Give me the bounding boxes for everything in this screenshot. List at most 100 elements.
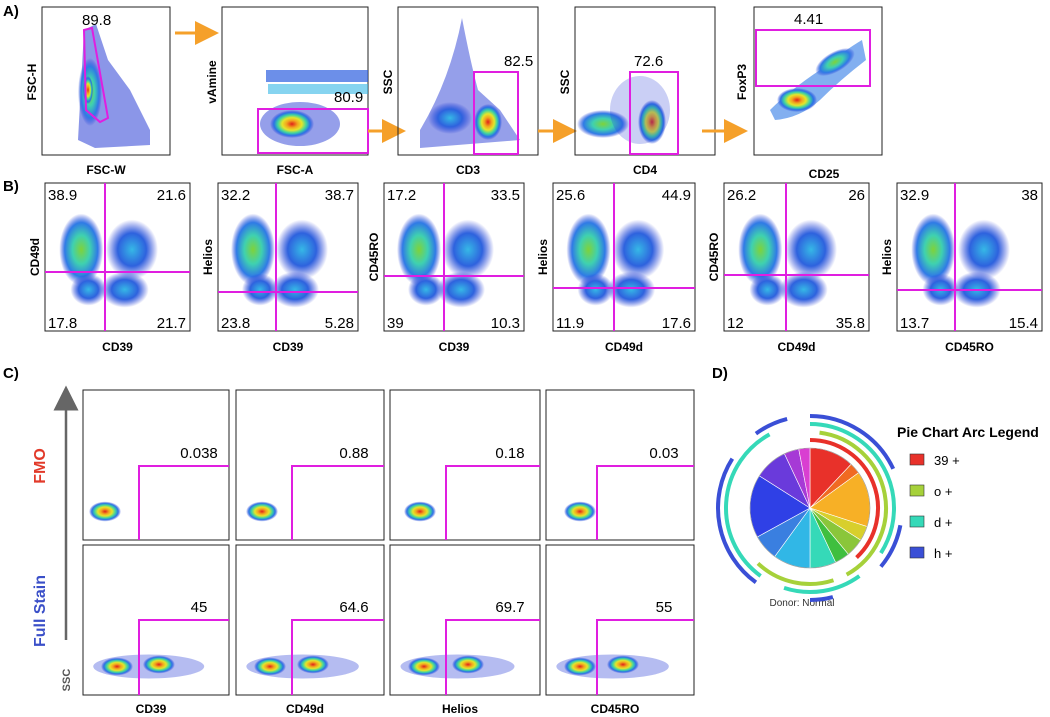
x-axis-label: CD45RO [945, 340, 994, 354]
positive-gate [291, 465, 384, 540]
y-axis-label: Helios [880, 239, 894, 275]
legend-item: 39 + [909, 453, 960, 468]
density-cluster [577, 273, 614, 306]
plot-cd3-vs-ssc: 82.5 CD3 SSC [381, 6, 539, 177]
pie-arc [809, 595, 834, 602]
quadrant-plot: 32.9 38 13.7 15.4 CD45RO Helios [880, 182, 1043, 354]
density-cluster [437, 271, 485, 308]
legend-label: h + [934, 546, 952, 561]
y-axis-label: FoxP3 [735, 64, 749, 100]
density-cluster [785, 219, 837, 280]
legend-swatch [909, 515, 925, 528]
density-cluster [606, 655, 639, 674]
density-cluster [271, 271, 319, 308]
quadrant-plot: 32.2 38.7 23.8 5.28 CD39 Helios [201, 182, 359, 354]
legend-item: o + [909, 484, 952, 499]
quadrant-lower-left-value: 12 [727, 315, 744, 332]
pie-arc [809, 422, 896, 555]
x-axis-label: CD49d [286, 702, 324, 716]
section-c-label: C) [3, 365, 19, 382]
quadrant-upper-left-value: 26.2 [727, 187, 756, 204]
gate-value: 4.41 [794, 11, 823, 28]
y-axis-label: SSC [381, 69, 395, 94]
quadrant-plot: 25.6 44.9 11.9 17.6 CD49d Helios [536, 182, 696, 354]
quadrant-lower-left-value: 11.9 [556, 315, 584, 332]
x-axis-label: Helios [442, 702, 478, 716]
quadrant-plots-row: 38.9 21.6 17.8 21.7 CD39 CD49d 32.2 38.7 23.8 5.2… [28, 182, 1043, 354]
density-cluster [612, 219, 665, 280]
pie-arc [819, 430, 888, 577]
positive-gate [445, 465, 540, 540]
legend-swatch [909, 484, 925, 497]
density-cluster [231, 213, 275, 286]
density-cluster [100, 271, 149, 308]
x-axis-label: CD49d [605, 340, 643, 354]
gate-value: 72.6 [634, 53, 663, 70]
full-stain-plot: 64.6 CD49d [235, 544, 385, 716]
full-stain-plot: 69.7 Helios [389, 544, 541, 716]
density-cluster [442, 219, 494, 280]
legend-swatch [909, 546, 925, 559]
density-cluster [607, 271, 656, 308]
density-cluster [564, 657, 596, 676]
density-cluster [911, 213, 956, 286]
gate-value: 0.88 [339, 445, 368, 462]
quadrant-lower-left-value: 17.8 [48, 315, 77, 332]
legend-label: d + [934, 515, 952, 530]
density-cluster [408, 273, 444, 306]
quadrant-plot: 38.9 21.6 17.8 21.7 CD39 CD49d [28, 182, 191, 354]
density-cluster [246, 501, 278, 522]
quadrant-lower-right-value: 21.7 [157, 315, 186, 332]
legend-item: d + [909, 515, 952, 530]
density-cluster [958, 219, 1010, 280]
pie-arc [724, 432, 771, 578]
pie-arc [809, 414, 896, 470]
plot-cd25-vs-foxp3: 4.41 CD25 FoxP3 [735, 6, 883, 181]
full-stain-row-label: Full Stain [32, 575, 49, 647]
quadrant-lower-left-value: 23.8 [221, 315, 250, 332]
pie-arc [809, 438, 880, 560]
density-cluster [106, 219, 158, 280]
positive-gate [596, 465, 694, 540]
quadrant-upper-left-value: 32.9 [900, 187, 929, 204]
gate-value: 0.18 [495, 445, 524, 462]
pie-arc [783, 574, 861, 594]
plot-frame [896, 182, 1043, 332]
quadrant-upper-right-value: 33.5 [491, 187, 520, 204]
legend-swatch [909, 453, 925, 466]
quadrant-lower-right-value: 10.3 [491, 315, 520, 332]
fmo-row-label: FMO [32, 448, 49, 484]
quadrant-upper-left-value: 32.2 [221, 187, 250, 204]
quadrant-lower-left-value: 39 [387, 315, 404, 332]
density-cluster [738, 213, 783, 286]
section-a-label: A) [3, 3, 19, 20]
density-cluster [397, 213, 441, 286]
gate-value: 0.038 [180, 445, 218, 462]
x-axis-label: CD39 [273, 340, 304, 354]
section-b-label: B) [3, 178, 19, 195]
plot-cd4-vs-ssc: 72.6 CD4 SSC [558, 6, 716, 177]
plot-fsc-a-vs-vamine: 80.9 FSC-A vAmine [205, 6, 369, 177]
density-cluster [276, 219, 328, 280]
gate-value: 0.03 [649, 445, 678, 462]
pie-legend: Pie Chart Arc Legend 39 + o + d + h + [897, 424, 1039, 561]
full-stain-plot: 45 CD39 [82, 544, 230, 716]
quadrant-lower-left-value: 13.7 [900, 315, 929, 332]
pie-chart: Donor: Normal [716, 414, 903, 609]
positive-gate [596, 619, 694, 695]
density-cluster [749, 273, 786, 306]
density-cluster [101, 657, 133, 676]
plot-frame [723, 182, 870, 332]
fmo-vs-full-stain-grid: FMO Full Stain SSC 0.038 0.88 0.18 0.03 45 CD… [32, 385, 695, 716]
density-cluster [89, 501, 121, 522]
density-cluster [59, 213, 104, 286]
ssc-axis-label: SSC [61, 669, 73, 692]
fmo-plot: 0.038 [82, 389, 230, 541]
density-cluster [564, 501, 596, 522]
density-cluster [408, 657, 440, 676]
gate-value: 45 [191, 599, 208, 616]
legend-label: 39 + [934, 453, 960, 468]
positive-gate [445, 619, 540, 695]
y-axis-label: Helios [536, 239, 550, 275]
